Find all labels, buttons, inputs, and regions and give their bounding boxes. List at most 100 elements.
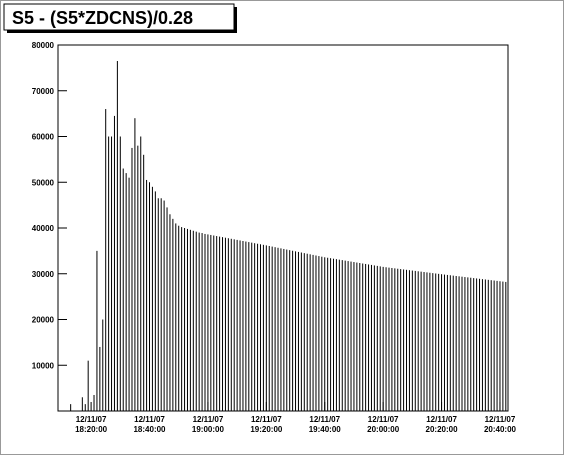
bar <box>96 250 98 411</box>
bar <box>292 250 294 411</box>
bar <box>259 244 261 411</box>
bar <box>438 273 440 411</box>
bar <box>201 233 203 411</box>
bar <box>306 253 308 411</box>
bar <box>391 267 393 411</box>
bar <box>373 265 375 411</box>
bar <box>265 245 267 411</box>
bar <box>429 272 431 411</box>
bar <box>397 268 399 411</box>
bar <box>87 360 89 411</box>
bar <box>207 234 209 411</box>
bar <box>195 231 197 411</box>
bar <box>303 253 305 411</box>
bar <box>341 260 343 411</box>
bar <box>356 262 358 411</box>
bar <box>376 265 378 411</box>
y-tick-label: 80000 <box>32 41 55 50</box>
bar <box>274 247 276 411</box>
bar <box>312 254 314 411</box>
x-tick-label: 12/11/07 <box>193 415 224 424</box>
bar <box>236 239 238 411</box>
y-tick-label: 50000 <box>32 178 55 187</box>
bar <box>353 262 355 411</box>
bar <box>394 268 396 411</box>
bar <box>362 263 364 411</box>
bar <box>99 346 101 411</box>
bar <box>140 136 142 411</box>
bar <box>93 394 95 411</box>
chart-title: S5 - (S5*ZDCNS)/0.28 <box>12 8 193 28</box>
bar <box>271 246 273 411</box>
bar <box>414 270 416 411</box>
bar <box>473 278 475 411</box>
bar <box>350 261 352 411</box>
bar <box>420 271 422 411</box>
x-tick-label: 18:20:00 <box>75 425 108 434</box>
bar <box>219 236 221 411</box>
bar <box>461 276 463 411</box>
x-tick-label: 12/11/07 <box>309 415 340 424</box>
bar <box>169 214 171 411</box>
bar <box>213 235 215 411</box>
bar <box>411 270 413 411</box>
bar <box>335 259 337 411</box>
bar <box>493 280 495 411</box>
bar <box>484 279 486 411</box>
bar <box>151 186 153 411</box>
bar <box>481 279 483 411</box>
bar <box>379 266 381 411</box>
bar <box>388 267 390 411</box>
bar <box>300 252 302 411</box>
bar <box>470 277 472 411</box>
bar <box>257 243 259 411</box>
bar <box>449 275 451 411</box>
bar <box>134 118 136 411</box>
bar <box>458 276 460 411</box>
y-tick-label: 30000 <box>32 270 55 279</box>
x-tick-label: 12/11/07 <box>134 415 165 424</box>
bar <box>452 275 454 411</box>
bar <box>426 272 428 411</box>
bar <box>242 240 244 411</box>
x-tick-label: 12/11/07 <box>368 415 399 424</box>
bar <box>446 274 448 411</box>
bar <box>370 264 372 411</box>
bar <box>490 280 492 411</box>
bar <box>222 237 224 411</box>
bar <box>224 237 226 411</box>
bar <box>406 269 408 411</box>
x-tick-label: 12/11/07 <box>76 415 107 424</box>
bar <box>189 229 191 411</box>
bar <box>216 236 218 411</box>
x-tick-label: 19:00:00 <box>192 425 225 434</box>
bar <box>344 260 346 411</box>
bar <box>455 275 457 411</box>
x-tick-label: 20:20:00 <box>426 425 459 434</box>
bar <box>227 238 229 411</box>
bar <box>128 177 130 411</box>
bar <box>149 182 151 411</box>
bar <box>175 223 177 411</box>
bar <box>315 255 317 411</box>
bar <box>330 258 332 411</box>
bar <box>417 271 419 411</box>
bar <box>204 233 206 411</box>
bar <box>251 242 253 411</box>
bar <box>289 250 291 411</box>
bar <box>178 225 180 411</box>
bar <box>321 256 323 411</box>
bar <box>297 251 299 411</box>
y-tick-label: 20000 <box>32 316 55 325</box>
bar <box>108 136 110 411</box>
x-tick-label: 18:40:00 <box>133 425 166 434</box>
bar <box>277 247 279 411</box>
bar <box>476 278 478 411</box>
bar <box>347 261 349 411</box>
bar <box>359 262 361 411</box>
bar <box>198 232 200 411</box>
bar <box>184 228 186 411</box>
bar <box>368 264 370 411</box>
bar <box>400 269 402 411</box>
